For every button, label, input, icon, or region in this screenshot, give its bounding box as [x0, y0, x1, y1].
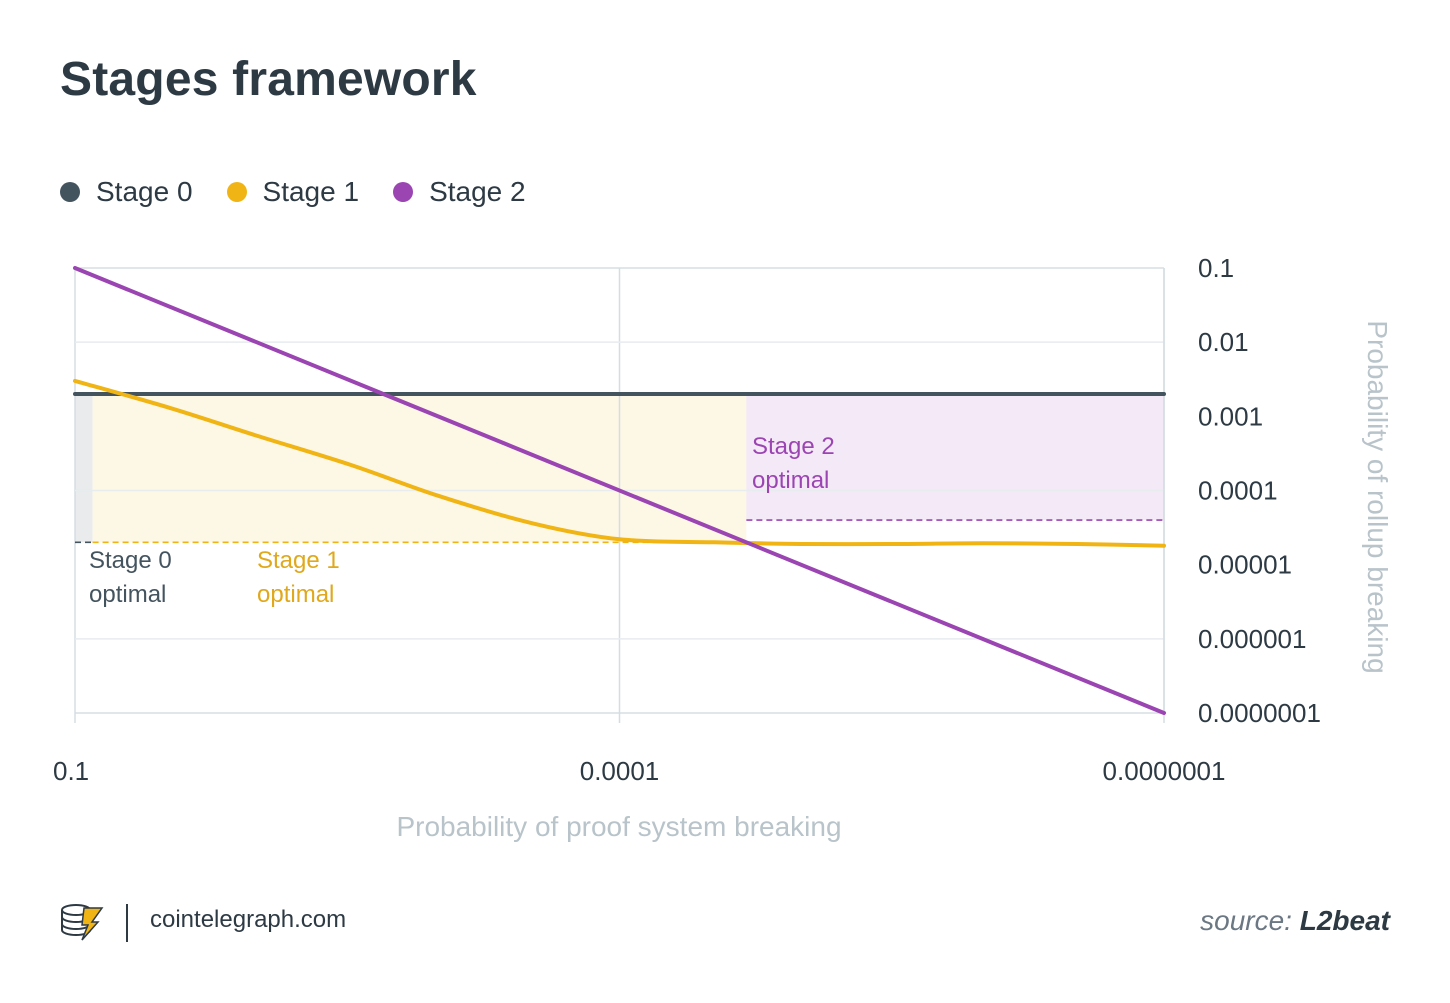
legend-marker-stage-1 [226, 182, 247, 202]
y-tick-label-1: 0.01 [1198, 327, 1249, 357]
region-annotation-0-line-1: optimal [89, 581, 166, 608]
x-tick-label-2: 0.0000001 [1103, 756, 1226, 786]
legend-label-stage-2: Stage 2 [429, 176, 526, 207]
y-tick-label-6: 0.0000001 [1198, 698, 1321, 728]
region-annotation-0-line-0: Stage 0 [89, 547, 172, 574]
legend-item-stage-0: Stage 0 [60, 176, 193, 208]
legend-item-stage-2: Stage 2 [393, 176, 526, 208]
x-tick-label-1: 0.0001 [580, 756, 660, 786]
y-tick-label-2: 0.001 [1198, 401, 1263, 431]
y-tick-label-4: 0.00001 [1198, 550, 1292, 580]
y-tick-label-0: 0.1 [1198, 253, 1234, 283]
footer-site-name: cointelegraph.com [150, 906, 347, 933]
source-name: L2beat [1299, 905, 1390, 936]
region-stage-2-optimal [746, 394, 1164, 521]
y-tick-label-3: 0.0001 [1198, 476, 1278, 506]
x-tick-label-0: 0.1 [53, 756, 89, 786]
legend-label-stage-0: Stage 0 [96, 176, 193, 207]
legend-marker-stage-2 [393, 182, 414, 202]
region-annotation-2-line-0: Stage 2 [752, 433, 835, 460]
legend-marker-stage-0 [60, 182, 80, 202]
region-annotation-1-line-1: optimal [257, 581, 334, 608]
series-line-stage-2 [73, 266, 1166, 715]
legend: Stage 0 Stage 1 Stage 2 [60, 176, 560, 208]
footer-source: source: L2beat [1200, 905, 1390, 937]
region-stage-0-optimal [75, 394, 93, 543]
cointelegraph-logo-icon [58, 898, 104, 949]
legend-label-stage-1: Stage 1 [262, 176, 360, 207]
legend-item-stage-1: Stage 1 [226, 176, 360, 208]
source-prefix: source: [1200, 905, 1300, 936]
region-annotation-2-line-1: optimal [752, 467, 829, 494]
region-annotation-1-line-0: Stage 1 [257, 547, 340, 574]
y-tick-label-5: 0.000001 [1198, 624, 1306, 654]
footer-divider [126, 904, 128, 942]
series-line-stage-1 [73, 378, 1166, 548]
y-axis-label: Probability of rollup breaking [1362, 320, 1393, 673]
x-axis-label: Probability of proof system breaking [396, 811, 841, 842]
chart-title: Stages framework [60, 53, 477, 106]
